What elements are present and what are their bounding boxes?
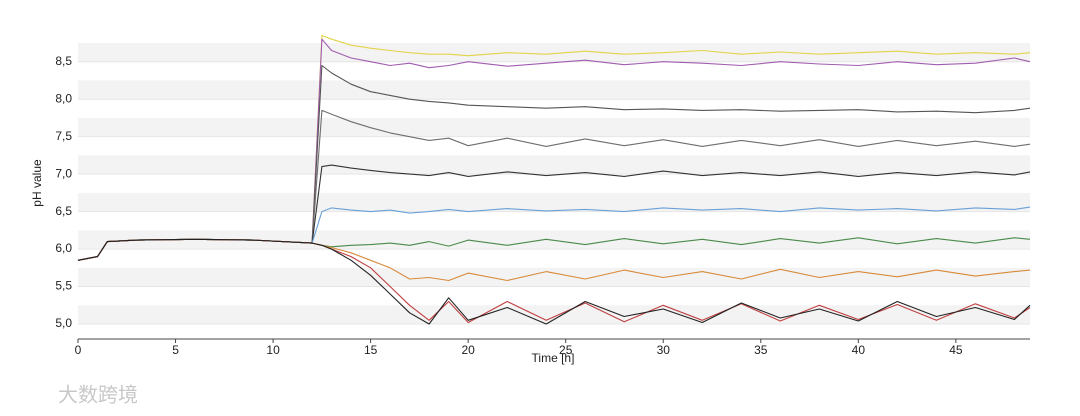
y-tick-label: 8,0 — [55, 91, 72, 105]
y-tick-label: 5,5 — [55, 279, 72, 293]
x-tick-label: 30 — [657, 343, 671, 357]
y-tick-label: 7,5 — [55, 129, 72, 143]
grid-band — [78, 155, 1030, 175]
x-tick-label: 0 — [75, 343, 82, 357]
y-tick-label: 6,5 — [55, 204, 72, 218]
x-tick-label: 5 — [172, 343, 179, 357]
y-tick-label: 6,0 — [55, 241, 72, 255]
x-tick-label: 15 — [364, 343, 378, 357]
data-line — [77, 238, 1031, 325]
y-tick-label: 7,0 — [55, 166, 72, 180]
x-tick-label: 35 — [754, 343, 768, 357]
y-tick-label: 5,0 — [55, 316, 72, 330]
grid-band — [78, 117, 1030, 137]
x-tick-label: 20 — [461, 343, 475, 357]
grid-band — [78, 80, 1030, 100]
x-tick-label: 45 — [949, 343, 963, 357]
x-tick-label: 25 — [559, 343, 573, 357]
y-axis-label: pH value — [30, 159, 44, 207]
data-line — [77, 34, 1031, 261]
plot-area — [77, 34, 1031, 325]
x-axis-label: Time [h] — [532, 351, 575, 365]
grid-band — [78, 305, 1030, 325]
grid-band — [78, 267, 1030, 287]
y-tick-label: 8,5 — [55, 54, 72, 68]
data-line — [77, 38, 1031, 261]
grid-band — [78, 42, 1030, 62]
x-tick-label: 40 — [852, 343, 866, 357]
watermark: 大数跨境 — [58, 383, 138, 406]
x-tick-label: 10 — [266, 343, 280, 357]
grid-bands — [78, 42, 1030, 325]
